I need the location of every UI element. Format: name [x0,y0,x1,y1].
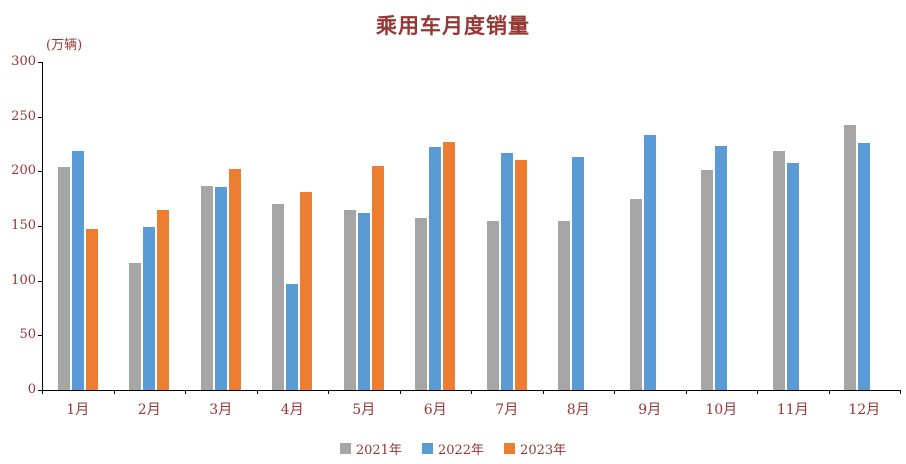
bar-2022年-2月 [143,227,156,390]
x-category-label: 1月 [66,402,90,418]
x-category-label: 12月 [848,402,881,418]
y-tick-label: 250 [11,108,36,124]
bar-2023年-2月 [157,209,170,390]
legend-item: 2022年 [421,439,485,458]
x-tick-mark [42,390,43,394]
bar-2023年-5月 [371,165,384,390]
legend-swatch-icon [421,443,433,454]
x-tick-mark [828,390,830,394]
x-tick-mark [900,390,901,394]
x-category-label: 5月 [352,402,376,418]
x-category-label: 10月 [705,402,738,418]
bar-2021年-4月 [272,204,285,390]
x-tick-mark [113,390,115,394]
x-category-label: 2月 [137,402,161,418]
chart-title: 乘用车月度销量 [376,13,530,38]
bar-2023年-4月 [300,192,313,390]
bar-2021年-7月 [486,220,499,390]
bar-2021年-12月 [844,125,857,390]
x-tick-mark [757,390,758,394]
bar-2022年-1月 [71,150,84,390]
y-tick-mark [38,62,42,63]
bar-2022年-6月 [429,147,442,390]
x-tick-mark [185,390,186,394]
bar-2022年-11月 [786,162,799,390]
legend-label: 2021年 [355,443,402,458]
bar-2021年-5月 [343,209,356,390]
bar-2023年-3月 [228,169,241,390]
x-category-label: 11月 [776,402,809,418]
bar-2022年-4月 [286,283,299,390]
y-tick-mark [38,280,42,282]
legend-swatch-icon [504,443,516,454]
bar-2022年-5月 [357,212,370,390]
legend-item: 2021年 [339,439,402,458]
bar-2022年-12月 [858,142,871,390]
x-category-label: 4月 [280,402,304,418]
bar-2021年-2月 [129,263,142,390]
bar-2022年-7月 [500,152,513,390]
bar-2021年-10月 [701,170,714,390]
legend-label: 2022年 [437,443,485,458]
legend-item: 2023年 [504,439,566,458]
bar-2022年-3月 [214,186,227,390]
x-category-label: 3月 [209,402,233,418]
legend-swatch-icon [339,443,351,454]
y-tick-mark [38,171,42,173]
bar-2023年-1月 [85,229,98,390]
bar-2021年-9月 [629,198,642,390]
y-tick-label: 50 [19,327,36,343]
bar-2021年-11月 [772,150,785,390]
bar-2021年-8月 [558,220,571,390]
x-tick-mark [685,390,687,394]
y-tick-mark [38,390,42,391]
bar-2022年-9月 [643,135,656,390]
x-tick-mark [471,390,472,394]
y-tick-mark [38,116,42,118]
y-tick-label: 300 [11,54,36,69]
x-tick-mark [542,390,544,394]
x-category-label: 7月 [495,402,519,418]
x-category-label: 9月 [638,402,662,418]
y-tick-label: 100 [11,272,36,288]
x-category-label: 8月 [566,402,590,418]
legend: 2021年 2022年 2023年 [0,439,906,458]
y-tick-label: 200 [11,163,36,179]
x-tick-mark [328,390,329,394]
bar-2022年-10月 [715,146,728,390]
x-category-label: 6月 [423,402,447,418]
y-tick-label: 150 [11,218,36,233]
x-tick-mark [614,390,615,394]
bar-2021年-3月 [200,185,213,390]
y-tick-mark [38,226,42,227]
bar-2023年-6月 [443,141,456,390]
x-tick-mark [399,390,401,394]
bar-2021年-6月 [415,218,428,390]
y-axis-unit-label: (万辆) [46,38,83,53]
bar-2023年-7月 [514,160,527,390]
x-tick-mark [256,390,258,394]
bar-2021年-1月 [57,166,70,390]
y-tick-label: 0 [27,382,36,397]
bar-2022年-8月 [572,157,585,390]
legend-label: 2023年 [520,443,567,458]
y-tick-mark [38,335,42,337]
